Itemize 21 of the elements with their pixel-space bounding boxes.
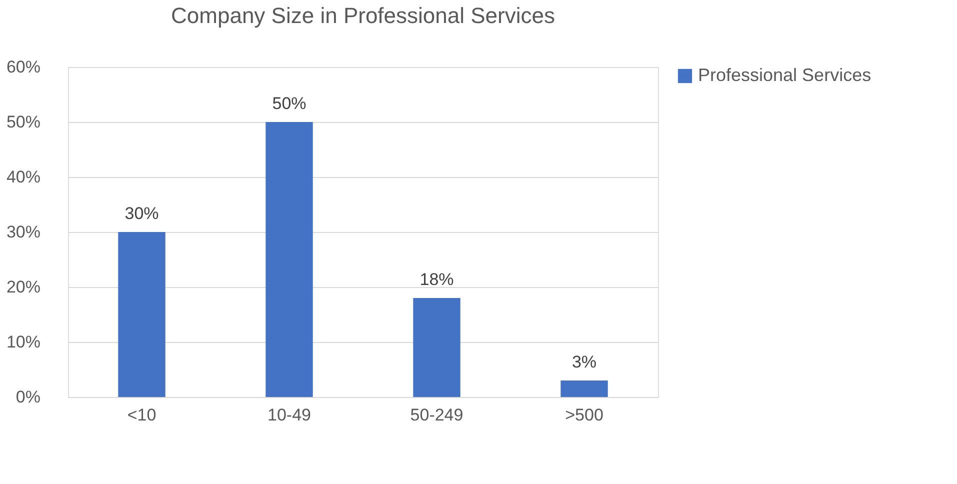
y-tick-label: 20%: [6, 278, 40, 296]
legend-label: Professional Services: [698, 65, 872, 85]
data-label: 18%: [420, 270, 454, 289]
y-tick-label: 0%: [16, 388, 40, 406]
bar: [560, 380, 608, 397]
data-label: 3%: [572, 352, 597, 372]
chart-title: Company Size in Professional Services: [171, 3, 555, 28]
x-tick-label: 50-249: [410, 406, 464, 424]
x-tick-label: 10-49: [268, 406, 311, 424]
data-label: 50%: [272, 94, 306, 113]
y-tick-label: 10%: [6, 332, 40, 352]
x-tick-label: >500: [565, 406, 604, 424]
x-tick-label: <10: [127, 406, 156, 424]
y-tick-label: 50%: [6, 112, 40, 132]
bar: [266, 122, 313, 397]
bar: [413, 298, 460, 397]
y-tick-label: 30%: [6, 222, 40, 242]
bar: [118, 232, 166, 397]
y-tick-label: 40%: [6, 168, 40, 186]
data-label: 30%: [124, 204, 159, 223]
y-tick-label: 60%: [6, 58, 40, 76]
